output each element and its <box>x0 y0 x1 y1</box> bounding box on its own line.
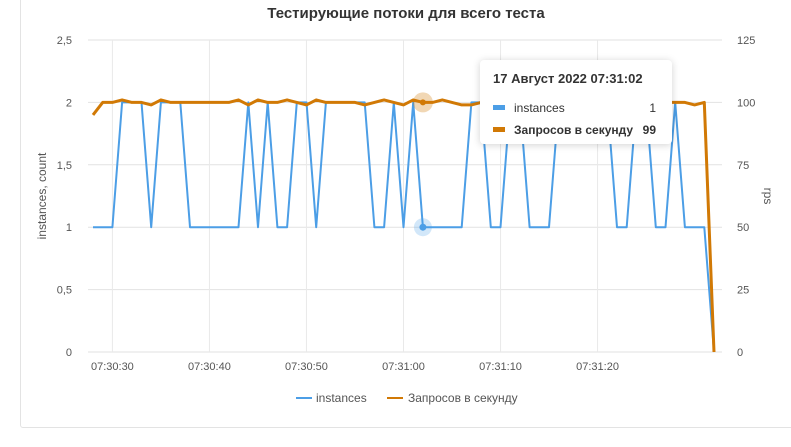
tooltip-series-value: 99 <box>642 123 656 137</box>
chart-title: Тестирующие потоки для всего теста <box>267 5 545 22</box>
y-tick-right: 0 <box>737 347 743 359</box>
tooltip-row-rps: Запросов в секунду 99 <box>493 122 661 138</box>
y-tick-left: 1 <box>66 222 72 234</box>
y-tick-right: 75 <box>737 160 749 172</box>
y-tick-left: 2,5 <box>57 35 72 47</box>
y-axis-left-label: instances, count <box>35 152 49 239</box>
tooltip-series-value: 1 <box>649 101 656 115</box>
y-tick-left: 0,5 <box>57 285 72 297</box>
y-tick-right: 100 <box>737 97 755 109</box>
y-tick-right: 25 <box>737 285 749 297</box>
legend[interactable]: instances Запросов в секунду <box>296 391 518 405</box>
x-tick-label: 07:30:30 <box>91 361 134 373</box>
x-tick-label: 07:31:10 <box>479 361 522 373</box>
hover-point-instances <box>419 223 427 231</box>
tooltip-series-name: instances <box>514 101 565 115</box>
y-tick-right: 125 <box>737 35 755 47</box>
y-axis-right-label: rps <box>761 188 775 205</box>
x-tick-label: 07:31:00 <box>382 361 425 373</box>
x-tick-label: 07:30:50 <box>285 361 328 373</box>
y-tick-left: 2 <box>66 97 72 109</box>
x-tick-label: 07:31:20 <box>576 361 619 373</box>
tooltip-row-instances: instances 1 <box>493 100 661 116</box>
series-line-instances <box>93 101 715 353</box>
tooltip-swatch-rps <box>493 127 505 132</box>
hover-point-rps <box>419 99 426 106</box>
chart-tooltip: 17 Август 2022 07:31:02 instances 1 Запр… <box>480 60 672 144</box>
tooltip-swatch-instances <box>493 105 505 110</box>
y-tick-left: 0 <box>66 347 72 359</box>
legend-label-rps[interactable]: Запросов в секунду <box>408 391 518 405</box>
legend-label-instances[interactable]: instances <box>316 391 367 405</box>
y-tick-right: 50 <box>737 222 749 234</box>
tooltip-series-name: Запросов в секунду <box>514 123 634 137</box>
x-tick-label: 07:30:40 <box>188 361 231 373</box>
y-tick-left: 1,5 <box>57 160 72 172</box>
tooltip-title: 17 Август 2022 07:31:02 <box>493 71 643 86</box>
